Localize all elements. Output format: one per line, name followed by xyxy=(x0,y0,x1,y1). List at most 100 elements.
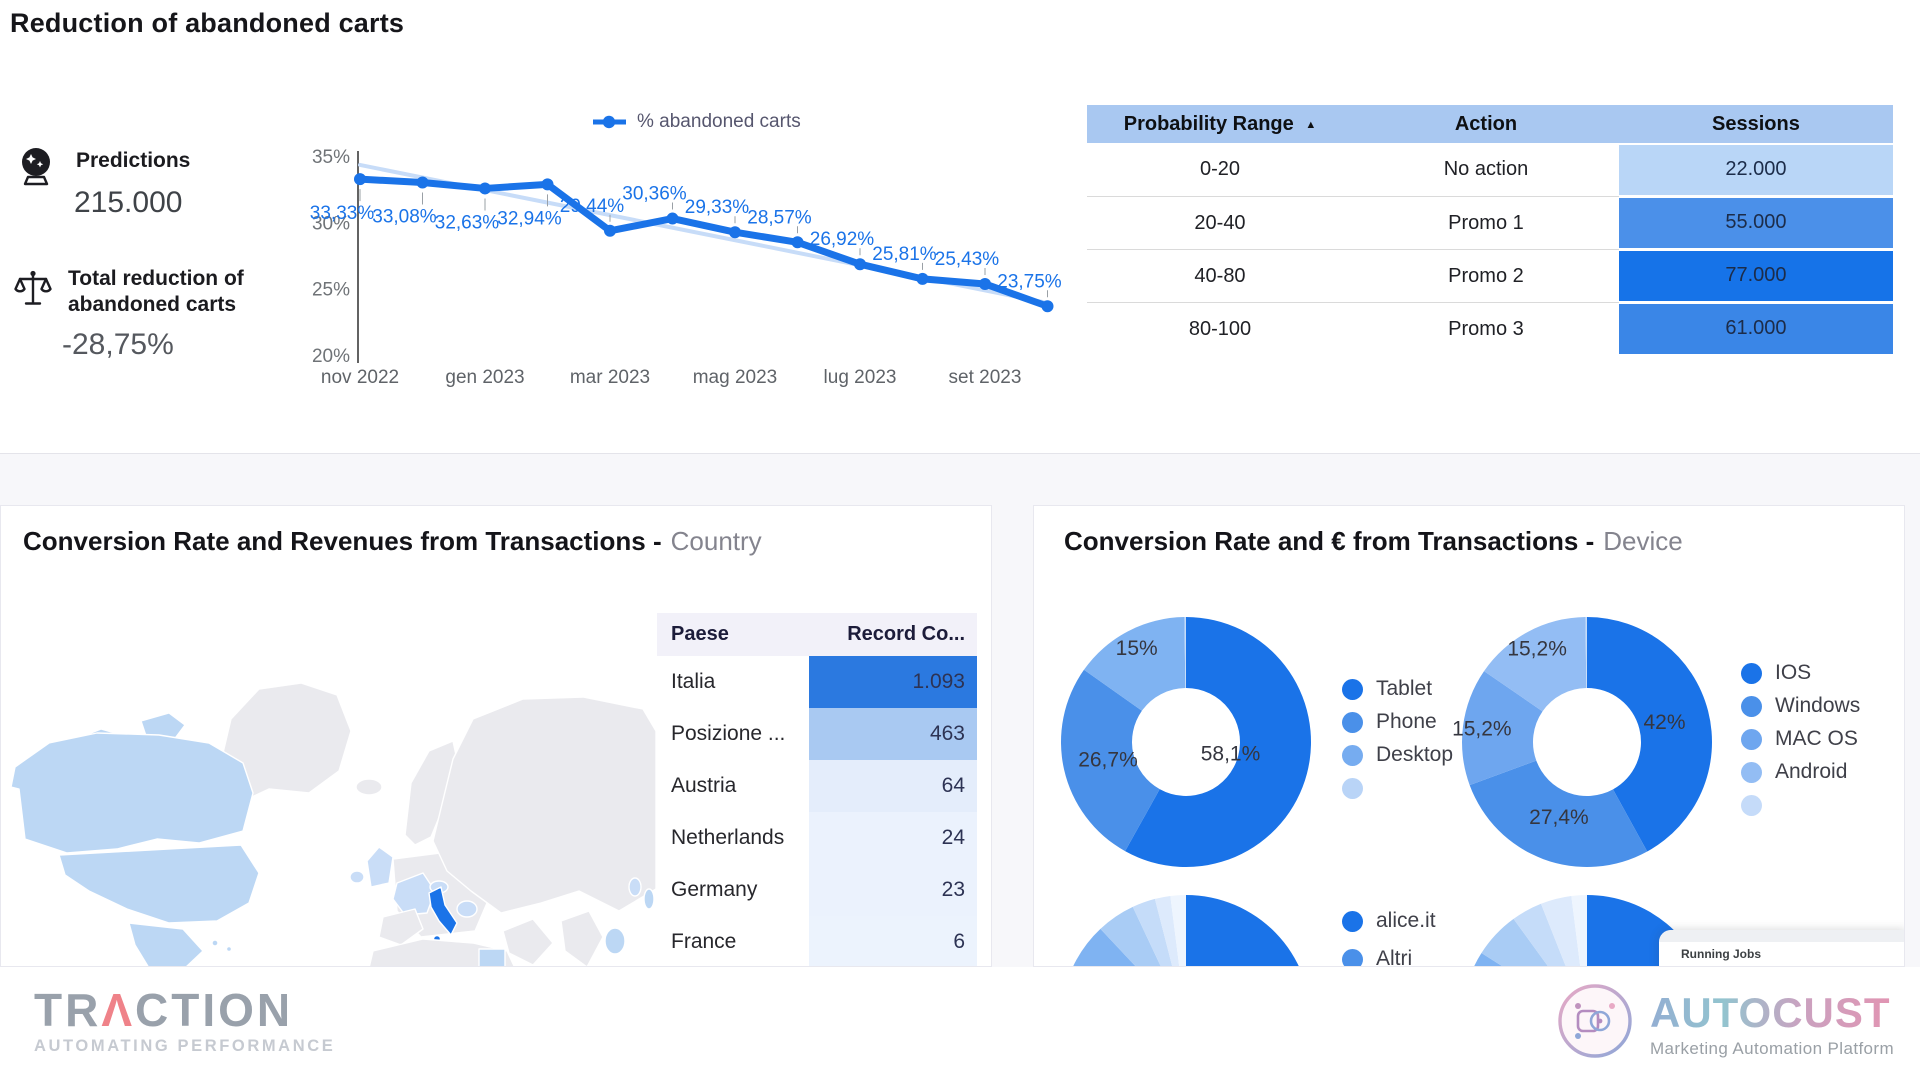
device-donut-legend: Tablet Phone Desktop xyxy=(1342,677,1453,799)
legend-item[interactable]: Desktop xyxy=(1342,743,1453,766)
donut-slice[interactable] xyxy=(1484,617,1587,712)
legend-label: Altri xyxy=(1376,947,1413,967)
legend-item[interactable]: alice.it xyxy=(1342,909,1436,932)
page-title: Reduction of abandoned carts xyxy=(10,8,405,38)
donut-slice[interactable] xyxy=(1571,895,1587,966)
donut-slice[interactable] xyxy=(1100,906,1163,967)
country-table-header: Paese Record Co... xyxy=(657,613,977,656)
table-row[interactable]: Italia 1.093 xyxy=(657,656,977,708)
device-panel-title: Conversion Rate and € from Transactions … xyxy=(1064,526,1683,556)
column-header-record-count[interactable]: Record Co... xyxy=(847,623,965,645)
running-jobs-popup[interactable]: Running Jobs xyxy=(1659,930,1904,966)
legend-label: IOS xyxy=(1775,661,1812,684)
traction-logo: TRΛCTION AUTOMATING PERFORMANCE xyxy=(34,984,336,1055)
donut-slice[interactable] xyxy=(1170,895,1186,966)
donut-slice[interactable] xyxy=(1125,617,1311,867)
table-row[interactable]: Austria 64 xyxy=(657,760,977,812)
line-chart-legend: % abandoned carts xyxy=(592,111,801,133)
table-row[interactable]: 20-40 Promo 1 55.000 xyxy=(1087,196,1893,249)
donut-slice[interactable] xyxy=(1462,671,1543,786)
world-map[interactable] xyxy=(1,591,657,967)
donut-slice[interactable] xyxy=(1587,617,1712,852)
column-header-paese[interactable]: Paese xyxy=(671,623,729,645)
svg-text:30,36%: 30,36% xyxy=(622,184,687,205)
table-row[interactable]: 0-20 No action 22.000 xyxy=(1087,143,1893,196)
country-name-cell: Austria xyxy=(671,774,737,797)
country-name-cell: France xyxy=(671,930,737,953)
egypt-shape xyxy=(478,948,506,966)
svg-text:nov 2022: nov 2022 xyxy=(321,367,399,388)
legend-label: Phone xyxy=(1376,710,1437,733)
donut-slice[interactable] xyxy=(1061,669,1160,852)
sort-ascending-icon[interactable]: ▲ xyxy=(1305,118,1317,131)
legend-item[interactable]: Tablet xyxy=(1342,677,1453,700)
svg-text:25%: 25% xyxy=(312,280,350,301)
column-header-sessions[interactable]: Sessions xyxy=(1712,112,1800,135)
legend-dot-icon xyxy=(1342,777,1363,799)
legend-dot-icon xyxy=(1342,678,1363,700)
legend-dot-icon xyxy=(1741,728,1762,750)
sessions-cell: 77.000 xyxy=(1618,250,1893,301)
svg-text:set 2023: set 2023 xyxy=(949,367,1022,388)
donut-slice[interactable] xyxy=(1178,895,1311,967)
column-header-probability-range[interactable]: Probability Range ▲ xyxy=(1123,112,1317,135)
legend-item[interactable]: MAC OS xyxy=(1741,727,1860,750)
donut-slice[interactable] xyxy=(1063,928,1149,967)
table-row[interactable]: Netherlands 24 xyxy=(657,812,977,864)
autocust-logo-icon xyxy=(1556,982,1634,1065)
record-count-cell: 463 xyxy=(809,708,977,760)
probability-range-cell: 20-40 xyxy=(1087,196,1353,249)
column-header-action[interactable]: Action xyxy=(1454,112,1518,135)
svg-text:20%: 20% xyxy=(312,346,350,367)
donut-slice[interactable] xyxy=(1083,617,1186,711)
legend-item[interactable]: IOS xyxy=(1741,661,1860,684)
donut-slice[interactable] xyxy=(1540,895,1581,967)
abandoned-carts-line-chart[interactable]: 35% 30% 25% 20% 33,33%33,08%32,63%32,94%29,4… xyxy=(310,105,1100,405)
domain-donut-chart-left[interactable] xyxy=(1056,890,1316,967)
svg-text:25,43%: 25,43% xyxy=(935,249,1000,270)
legend-dot-icon xyxy=(1741,695,1762,717)
record-count-cell: 24 xyxy=(809,812,977,864)
legend-item[interactable] xyxy=(1741,794,1860,816)
action-cell: Promo 3 xyxy=(1352,302,1619,355)
sessions-cell: 55.000 xyxy=(1618,197,1893,248)
country-panel: Conversion Rate and Revenues from Transa… xyxy=(0,505,992,967)
donut-slice[interactable] xyxy=(1462,953,1541,967)
legend-item[interactable]: Windows xyxy=(1741,694,1860,717)
legend-item[interactable]: Android xyxy=(1741,760,1860,783)
donut-slice[interactable] xyxy=(1513,903,1568,967)
svg-text:42%: 42% xyxy=(1643,711,1685,734)
svg-text:lug 2023: lug 2023 xyxy=(824,367,897,388)
action-cell: Promo 2 xyxy=(1352,249,1619,302)
legend-item[interactable]: Phone xyxy=(1342,710,1453,733)
record-count-cell: 6 xyxy=(809,916,977,966)
device-donut-chart[interactable]: 58,1% 26,7% 15% xyxy=(1056,612,1316,872)
donut-slice[interactable] xyxy=(1585,617,1587,689)
donut-slice[interactable] xyxy=(1469,760,1648,867)
kpi-predictions-label: Predictions xyxy=(76,149,191,172)
svg-text:32,94%: 32,94% xyxy=(497,208,562,229)
donut-slice[interactable] xyxy=(1481,918,1555,967)
svg-text:mar 2023: mar 2023 xyxy=(570,367,650,388)
usa-shape xyxy=(58,844,260,924)
table-row[interactable]: Germany 23 xyxy=(657,864,977,916)
table-row[interactable]: France 6 xyxy=(657,916,977,966)
svg-text:29,44%: 29,44% xyxy=(560,196,625,217)
donut-slice[interactable] xyxy=(1184,617,1186,689)
donut-slice[interactable] xyxy=(1154,895,1180,967)
table-row[interactable]: Posizione ... 463 xyxy=(657,708,977,760)
probability-table-header: Probability Range ▲ Action Sessions xyxy=(1087,105,1893,143)
donut-slice[interactable] xyxy=(1132,898,1173,967)
canada-shape xyxy=(10,732,254,854)
svg-text:gen 2023: gen 2023 xyxy=(445,367,524,388)
os-donut-chart[interactable]: 42% 27,4% 15,2% 15,2% xyxy=(1452,612,1717,872)
running-jobs-popup-header xyxy=(1659,930,1904,942)
table-row[interactable]: 80-100 Promo 3 61.000 xyxy=(1087,302,1893,355)
svg-text:27,4%: 27,4% xyxy=(1529,806,1589,829)
legend-item[interactable] xyxy=(1342,777,1453,799)
legend-item[interactable]: Altri xyxy=(1342,947,1436,967)
running-jobs-label: Running Jobs xyxy=(1681,947,1761,961)
legend-dot-icon xyxy=(1741,662,1762,684)
table-row[interactable]: 40-80 Promo 2 77.000 xyxy=(1087,249,1893,302)
